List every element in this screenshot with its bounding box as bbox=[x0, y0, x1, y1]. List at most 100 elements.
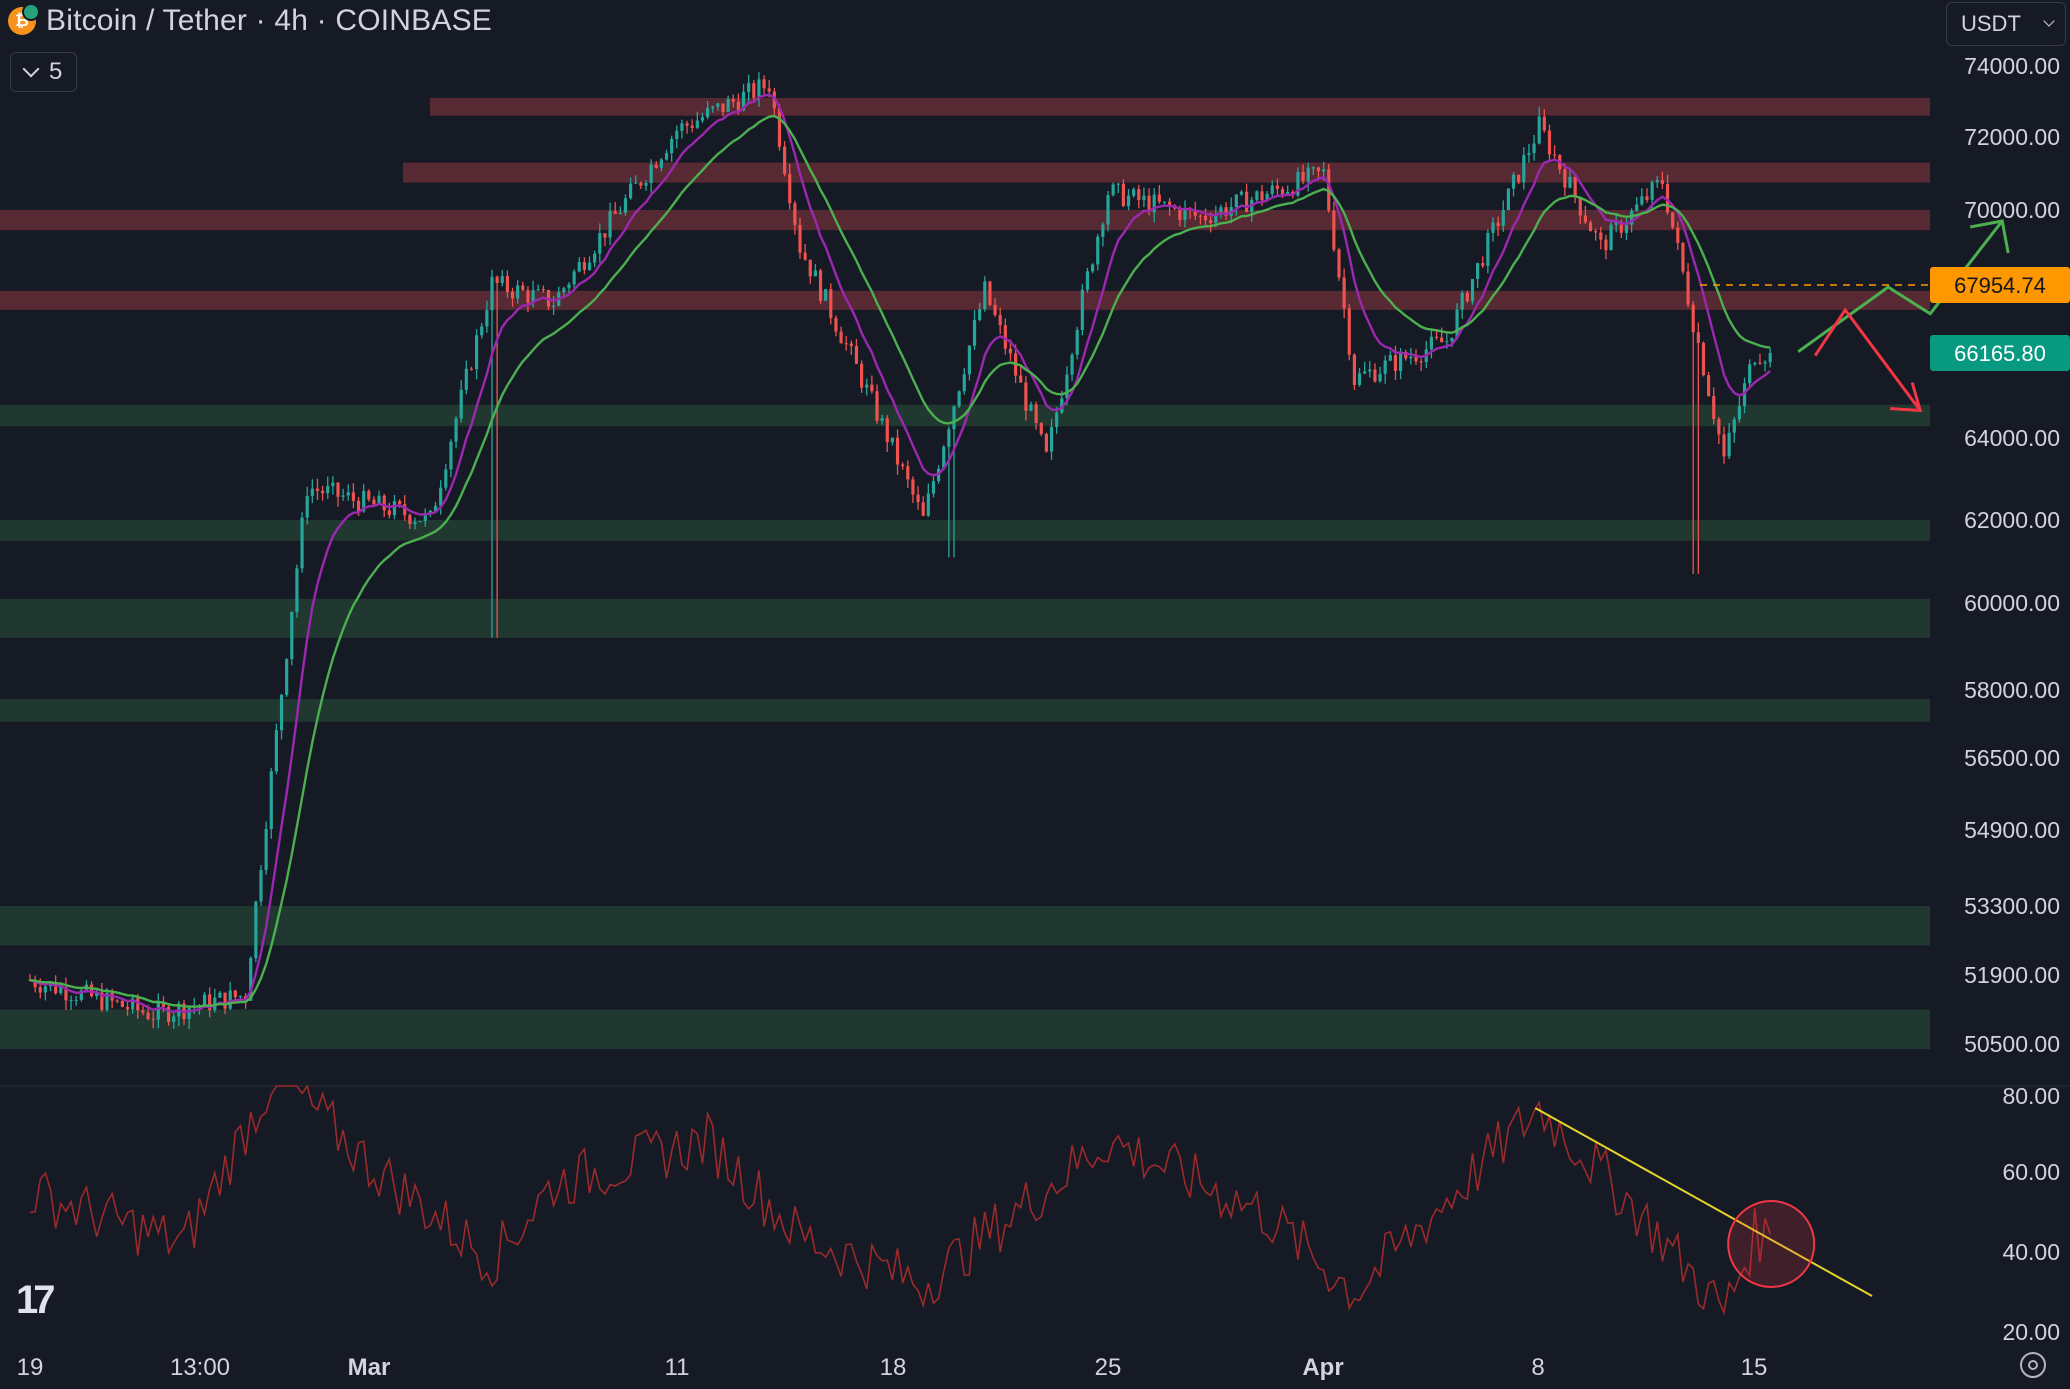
candle bbox=[1286, 191, 1290, 195]
candle bbox=[500, 276, 504, 283]
candle bbox=[1604, 239, 1608, 251]
candle bbox=[808, 259, 812, 277]
candle bbox=[1496, 222, 1500, 226]
candle bbox=[1717, 418, 1721, 435]
candle bbox=[1630, 210, 1634, 225]
candle bbox=[408, 515, 412, 525]
x-axis-label: 11 bbox=[665, 1354, 690, 1381]
candle bbox=[1696, 332, 1700, 343]
x-axis-label: 25 bbox=[1095, 1354, 1122, 1381]
candle bbox=[972, 319, 977, 346]
candle bbox=[1132, 189, 1136, 196]
axes-layer: 67954.74 66165.80 74000.00 72000.00 70000.00… bbox=[17, 53, 2070, 1381]
candle bbox=[38, 987, 42, 993]
candle bbox=[813, 270, 817, 277]
rsi-axis-label: 60.00 bbox=[2002, 1159, 2060, 1185]
candle bbox=[1737, 406, 1741, 420]
candle bbox=[274, 730, 278, 772]
symbol-title[interactable]: Bitcoin / Tether · 4h · COINBASE bbox=[46, 4, 493, 37]
candle bbox=[336, 482, 340, 497]
candle bbox=[798, 224, 802, 253]
candle bbox=[418, 521, 422, 523]
x-axis-label: 8 bbox=[1531, 1354, 1544, 1381]
candle bbox=[249, 957, 253, 1001]
candle bbox=[1280, 188, 1285, 195]
candle bbox=[264, 828, 268, 870]
candle bbox=[351, 492, 355, 501]
rsi-line bbox=[29, 1084, 1771, 1316]
candle bbox=[890, 437, 894, 443]
price-label-box bbox=[1930, 335, 2070, 371]
rsi-trendline bbox=[1534, 1107, 1873, 1297]
price-label-box bbox=[1930, 267, 2070, 303]
candle bbox=[1676, 227, 1680, 243]
candle bbox=[510, 291, 515, 299]
candle bbox=[895, 437, 900, 465]
candle bbox=[993, 304, 997, 315]
candle bbox=[1357, 373, 1362, 385]
candle bbox=[1260, 191, 1264, 201]
candle bbox=[1060, 398, 1064, 413]
rsi-axis-label: 80.00 bbox=[2002, 1083, 2060, 1109]
candle bbox=[865, 384, 869, 388]
candle bbox=[664, 153, 669, 160]
candle bbox=[125, 1006, 130, 1010]
indicators-count: 5 bbox=[49, 58, 63, 85]
candle bbox=[875, 391, 879, 421]
candle bbox=[1645, 196, 1649, 200]
y-axis-label: 58000.00 bbox=[1964, 677, 2060, 703]
candle bbox=[598, 233, 602, 254]
candle bbox=[1096, 236, 1100, 265]
candle bbox=[1547, 130, 1552, 155]
candle bbox=[141, 1010, 145, 1013]
candle bbox=[1486, 232, 1490, 266]
candle bbox=[464, 368, 468, 390]
candle bbox=[1383, 360, 1387, 374]
candle bbox=[1368, 369, 1372, 372]
candle bbox=[495, 276, 499, 283]
candle bbox=[603, 233, 607, 238]
candle bbox=[151, 1018, 155, 1020]
candle bbox=[1470, 279, 1475, 302]
candle bbox=[1085, 271, 1090, 290]
tradingview-logo-icon[interactable]: 17 bbox=[16, 1278, 55, 1322]
rsi-axis-label: 20.00 bbox=[2002, 1319, 2060, 1345]
support-zone bbox=[0, 598, 1930, 638]
candle bbox=[818, 270, 823, 301]
candle bbox=[1476, 263, 1480, 280]
candle bbox=[444, 469, 448, 488]
candle bbox=[1753, 362, 1757, 365]
gear-icon[interactable] bbox=[2020, 1352, 2046, 1378]
y-axis-label: 62000.00 bbox=[1964, 507, 2060, 533]
candle bbox=[1640, 196, 1644, 205]
candle bbox=[1322, 169, 1326, 172]
candle bbox=[146, 1012, 150, 1019]
candle bbox=[1373, 369, 1377, 382]
candle bbox=[1537, 116, 1541, 144]
candle bbox=[962, 374, 966, 392]
candle bbox=[1491, 222, 1495, 233]
currency-select[interactable]: USDT bbox=[1946, 2, 2066, 46]
candle bbox=[1157, 194, 1161, 202]
candle bbox=[1214, 214, 1218, 223]
rsi-breakout-circle bbox=[1727, 1200, 1816, 1288]
candle bbox=[331, 482, 335, 487]
price-label: 67954.74 bbox=[1954, 273, 2046, 298]
candle bbox=[531, 290, 535, 303]
candle bbox=[454, 418, 458, 442]
candle bbox=[870, 384, 874, 392]
indicators-toggle-button[interactable]: 5 bbox=[10, 52, 78, 92]
candle bbox=[1563, 169, 1567, 188]
candle bbox=[1019, 375, 1023, 383]
candle bbox=[223, 992, 227, 1009]
bearish-projection-arrow bbox=[1813, 307, 1922, 412]
candle bbox=[167, 1006, 171, 1022]
support-zone bbox=[0, 906, 1930, 946]
candle bbox=[1198, 215, 1202, 217]
x-axis-label: Apr bbox=[1302, 1354, 1343, 1381]
y-axis-label: 50500.00 bbox=[1964, 1031, 2060, 1057]
candle bbox=[675, 130, 679, 139]
candle bbox=[1034, 404, 1038, 424]
candle bbox=[1701, 342, 1706, 376]
